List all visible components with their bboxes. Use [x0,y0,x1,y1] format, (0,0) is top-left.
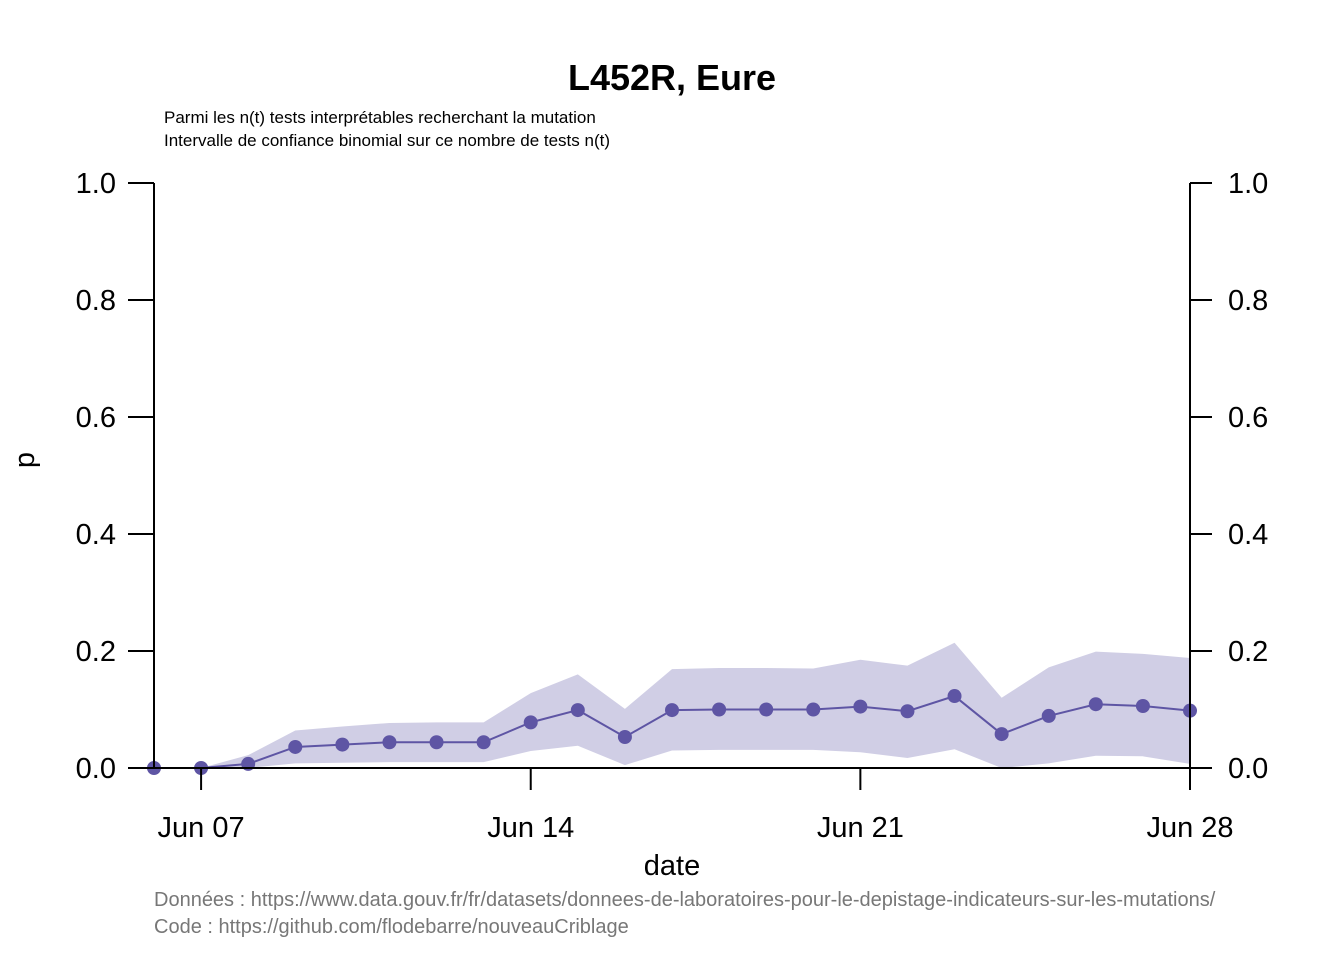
data-point [523,715,538,730]
x-tick-label: Jun 14 [487,812,574,844]
y-tick-label-right: 0.6 [1228,402,1268,434]
x-tick-label: Jun 07 [158,812,245,844]
chart-title: L452R, Eure [568,57,776,98]
data-point [853,699,868,714]
y-tick-label-left: 1.0 [76,168,116,200]
y-tick-label-right: 0.0 [1228,753,1268,785]
data-point [712,702,727,717]
data-point [429,735,444,750]
data-point [1135,698,1150,713]
data-point [994,727,1009,742]
y-tick-label-left: 0.6 [76,402,116,434]
y-tick-label-left: 0.2 [76,636,116,668]
data-point [759,702,774,717]
data-point [806,702,821,717]
data-point [900,704,915,719]
footer-data-source: Données : https://www.data.gouv.fr/fr/da… [154,889,1216,911]
series-points-layer [147,689,1197,775]
data-point [665,703,679,718]
data-point [617,729,632,744]
chart-subtitle-line-1: Parmi les n(t) tests interprétables rech… [164,108,596,127]
x-axis-label: date [644,850,700,882]
footer-code-link: Code : https://github.com/flodebarre/nou… [154,916,629,938]
data-point [1041,708,1056,723]
y-tick-label-left: 0.8 [76,285,116,317]
y-tick-label-left: 0.4 [76,519,116,551]
y-tick-label-left: 0.0 [76,753,116,785]
data-point [476,735,491,750]
x-tick-label: Jun 21 [817,812,904,844]
y-tick-label-right: 0.4 [1228,519,1268,551]
y-axis-label: p [9,452,41,468]
data-point [570,703,585,718]
chart-subtitle-line-2: Intervalle de confiance binomial sur ce … [164,131,610,150]
y-tick-label-right: 0.8 [1228,285,1268,317]
y-axis-left: 0.0 0.2 0.4 0.6 0.8 1.0 [76,168,155,785]
data-point [382,735,397,750]
data-point [1088,697,1103,712]
data-point [288,739,303,754]
x-axis: Jun 07 Jun 14 Jun 21 Jun 28 [154,767,1234,844]
y-axis-right: 0.0 0.2 0.4 0.6 0.8 1.0 [1189,168,1268,785]
data-point [947,689,962,704]
x-tick-label: Jun 28 [1146,812,1233,844]
y-tick-label-right: 0.2 [1228,636,1268,668]
data-point [335,737,350,752]
y-tick-label-right: 1.0 [1228,168,1268,200]
